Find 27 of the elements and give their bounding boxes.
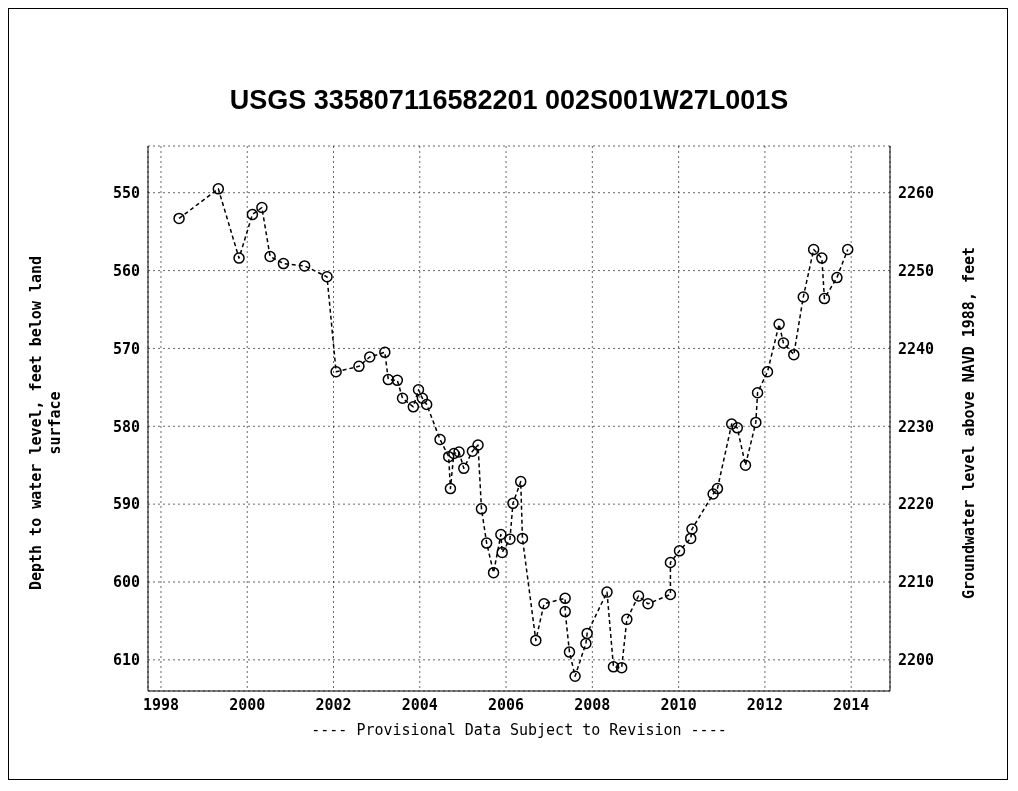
y-tick-label: 570: [112, 339, 140, 358]
x-tick-label: 2010: [660, 695, 697, 714]
y-tick-label: 600: [112, 573, 140, 592]
y2-tick-label: 2200: [898, 651, 935, 670]
y-tick-label: 560: [112, 261, 140, 280]
text: ---- Provisional Data Subject to Revision ----: [310, 721, 728, 739]
x-tick-label: 1998: [142, 695, 179, 714]
y-tick-label: 550: [112, 184, 140, 203]
y2-axis-title: Groundwater level above NAVD 1988, feet: [959, 245, 979, 602]
x-tick-label: 2012: [746, 695, 783, 714]
y-tick-label: 590: [112, 495, 140, 514]
y-axis-title: Depth to water level, feet below land surface: [27, 254, 65, 593]
x-tick-label: 2014: [833, 695, 870, 714]
x-tick-label: 2002: [315, 695, 352, 714]
y2-tick-label: 2260: [898, 184, 935, 203]
y2-tick-label: 2240: [898, 339, 935, 358]
x-tick-label: 2006: [488, 695, 525, 714]
x-tick-label: 2004: [401, 695, 438, 714]
y2-tick-label: 2220: [898, 495, 935, 514]
y2-tick-label: 2210: [898, 573, 935, 592]
x-tick-label: 2000: [229, 695, 266, 714]
y-tick-label: 580: [112, 417, 140, 436]
chart-title: USGS 335807116582201 002S001W27L001S: [228, 85, 790, 116]
x-tick-label: 2008: [574, 695, 611, 714]
y2-tick-label: 2250: [898, 261, 935, 280]
y-tick-label: 610: [112, 651, 140, 670]
y2-tick-label: 2230: [898, 417, 935, 436]
